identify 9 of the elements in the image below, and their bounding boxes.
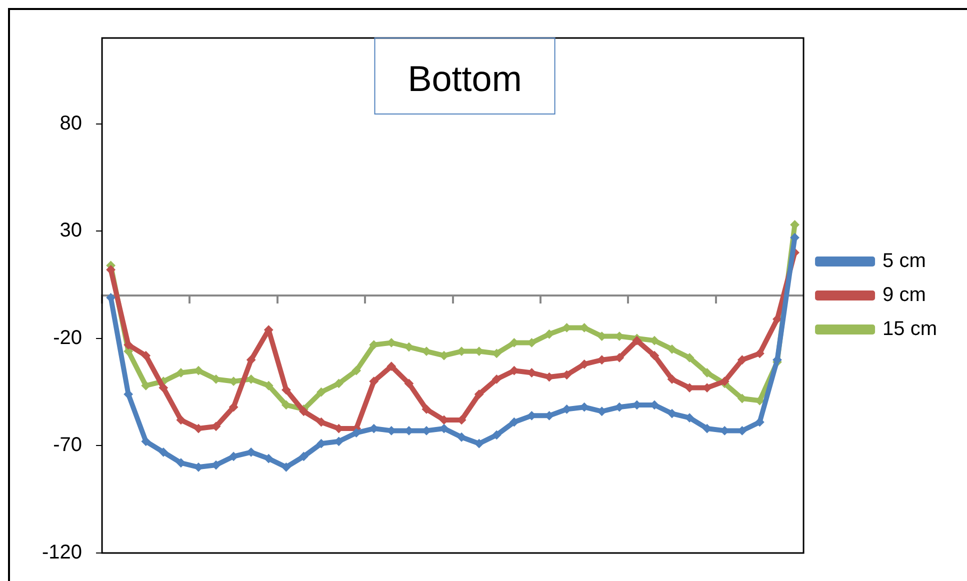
y-tick-label: -120 — [42, 542, 82, 564]
legend-label: 15 cm — [882, 318, 938, 340]
text: Bottom — [408, 58, 522, 99]
y-tick-label: -20 — [53, 326, 82, 349]
legend-label: 9 cm — [882, 284, 926, 306]
y-tick-label: 80 — [60, 112, 82, 134]
y-tick-label: 30 — [60, 220, 82, 242]
y-tick-label: -70 — [53, 434, 82, 456]
legend-label: 5 cm — [882, 250, 926, 272]
